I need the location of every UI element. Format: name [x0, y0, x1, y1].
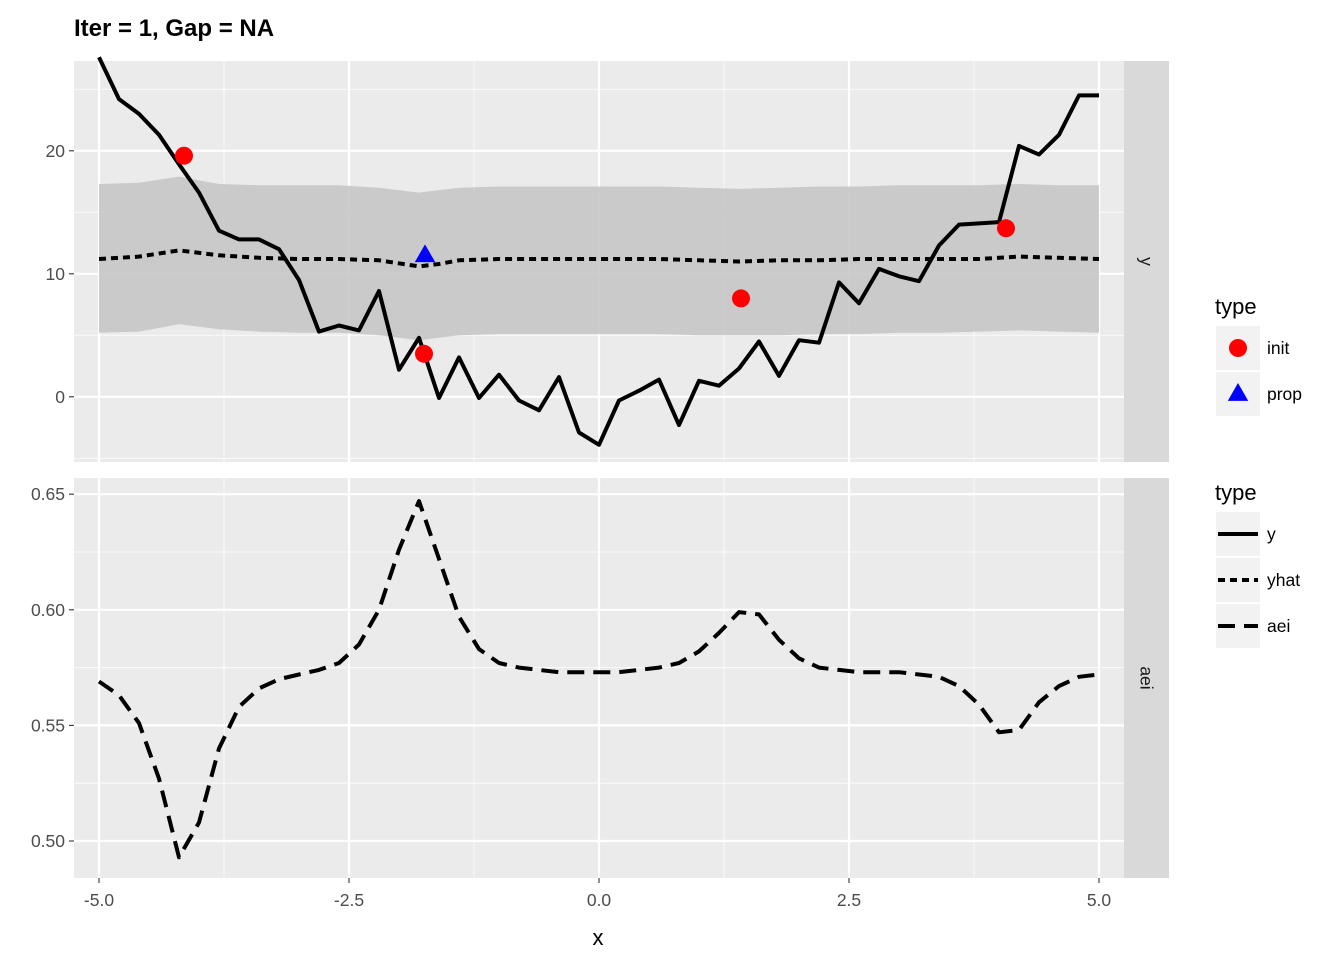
x-tick-label: -5.0: [84, 890, 114, 910]
y-tick-label: 10: [46, 264, 66, 284]
series-line-aei: [97, 499, 1100, 860]
facet-strip-label: aei: [1137, 666, 1157, 689]
chart-title: Iter = 1, Gap = NA: [74, 15, 274, 42]
y-tick-label: 0: [55, 387, 65, 407]
panel-aei: 0.50 0.55 0.60 0.65 aei: [31, 478, 1169, 878]
x-axis-title: x: [593, 925, 604, 950]
point-prop: [414, 244, 436, 263]
legend-label: prop: [1267, 384, 1302, 404]
point-init: [732, 289, 750, 308]
x-axis: -5.0 -2.5 0.0 2.5 5.0: [84, 878, 1112, 910]
legend-label: y: [1267, 524, 1276, 544]
series-line-y: [97, 56, 1099, 447]
series-line-yhat: [98, 248, 1100, 269]
legend-swatch-init: [1229, 339, 1247, 357]
facet-strip: [1124, 478, 1169, 878]
point-init: [415, 344, 433, 363]
legend-label: aei: [1267, 616, 1290, 636]
y-tick-label: 0.50: [31, 831, 65, 851]
x-tick-label: 0.0: [587, 890, 612, 910]
y-tick-label: 20: [46, 141, 66, 161]
confidence-band: [99, 176, 1099, 341]
legend-label: yhat: [1267, 570, 1300, 590]
legend-title: type: [1215, 480, 1257, 505]
facet-strip-label: y: [1137, 257, 1157, 266]
x-tick-label: -2.5: [334, 890, 364, 910]
point-init: [175, 146, 193, 165]
facet-strip: [1124, 61, 1169, 462]
legend-swatch-prop: [1227, 383, 1249, 401]
x-tick-label: 5.0: [1087, 890, 1112, 910]
plot-panels: 0 10 20 y 0.50 0.55 0.60 0.65 aei: [31, 56, 1169, 878]
legend-label: init: [1267, 338, 1290, 358]
y-tick-label: 0.65: [31, 484, 65, 504]
y-tick-label: 0.60: [31, 600, 65, 620]
legend-section: type init prop: [1215, 294, 1302, 416]
panel-y: 0 10 20 y: [46, 56, 1169, 462]
point-init: [997, 219, 1015, 238]
x-tick-label: 2.5: [837, 890, 861, 910]
legend-title: type: [1215, 294, 1257, 319]
y-tick-label: 0.55: [31, 715, 65, 735]
